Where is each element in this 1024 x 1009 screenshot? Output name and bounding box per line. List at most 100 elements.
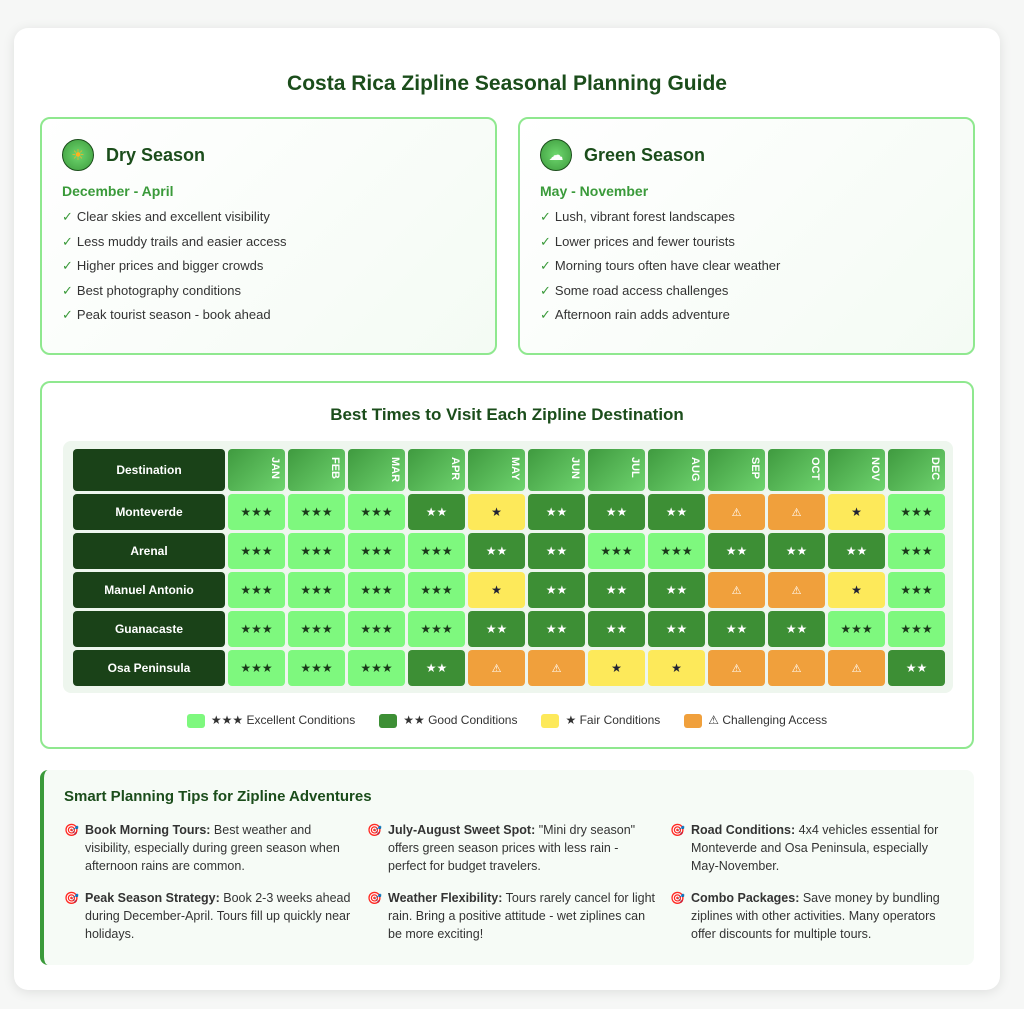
rating-cell: ★★	[648, 611, 705, 647]
destination-header: Destination	[73, 449, 225, 491]
feature-text: Lush, vibrant forest landscapes	[554, 209, 735, 224]
tip-text: Combo Packages: Save money by bundling z…	[691, 889, 946, 943]
rating-cell: ★★★	[228, 494, 285, 530]
season-name: Dry Season	[106, 144, 206, 165]
rating-cell: ★★★	[648, 533, 705, 569]
feature-text: Peak tourist season - book ahead	[76, 307, 271, 322]
target-icon: 🎯	[64, 891, 79, 905]
season-feature: ✓ Peak tourist season - book ahead	[62, 307, 475, 323]
check-icon: ✓	[540, 307, 551, 322]
feature-text: Some road access challenges	[554, 282, 729, 298]
rating-cell: ★★★	[288, 650, 345, 686]
rating-cell: ★	[828, 572, 885, 608]
rating-cell: ★★	[528, 494, 585, 530]
tip-text: Book Morning Tours: Best weather and vis…	[85, 821, 353, 875]
legend: ★★★ Excellent Conditions ★★ Good Conditio…	[42, 713, 972, 728]
rating-cell: ★★	[648, 494, 705, 530]
tip-heading: Weather Flexibility:	[388, 891, 503, 905]
season-feature: ✓ Lush, vibrant forest landscapes	[540, 209, 953, 225]
rating-cell: ★★★	[888, 572, 945, 608]
rating-cell: ★★★	[888, 611, 945, 647]
rating-cell: ★★	[528, 533, 585, 569]
legend-item: ★ Fair Conditions	[541, 713, 660, 728]
rating-cell: ★★	[768, 533, 825, 569]
rating-cell: ★★★	[348, 611, 405, 647]
tip-item: 🎯 Road Conditions: 4x4 vehicles essential…	[670, 821, 960, 875]
legend-item: ★★★ Excellent Conditions	[186, 713, 355, 728]
season-feature: ✓ Best photography conditions	[62, 283, 475, 299]
target-icon: 🎯	[367, 891, 382, 905]
month-header: OCT	[768, 449, 825, 491]
rating-cell: ★★★	[288, 572, 345, 608]
rating-cell: ★★	[468, 611, 525, 647]
destination-name: Manuel Antonio	[73, 572, 225, 608]
feature-text: Lower prices and fewer tourists	[554, 233, 735, 249]
season-feature: ✓ Lower prices and fewer tourists	[540, 234, 953, 250]
rating-cell: ★★	[588, 611, 645, 647]
rating-cell: ★	[648, 650, 705, 686]
legend-label: ⚠ Challenging Access	[708, 713, 828, 727]
rating-cell: ★★	[468, 533, 525, 569]
tip-item: 🎯 Book Morning Tours: Best weather and vi…	[64, 821, 367, 875]
month-header: AUG	[648, 449, 705, 491]
rating-cell: ⚠	[768, 494, 825, 530]
tip-text: Road Conditions: 4x4 vehicles essential …	[691, 821, 946, 875]
rating-cell: ★★	[588, 572, 645, 608]
destination-name: Osa Peninsula	[73, 650, 225, 686]
legend-swatch	[379, 713, 398, 728]
month-header: JUN	[528, 449, 585, 491]
legend-swatch	[541, 713, 560, 728]
rating-cell: ★★★	[348, 572, 405, 608]
tip-item: 🎯 Weather Flexibility: Tours rarely cance…	[367, 889, 670, 943]
tips-section: Smart Planning Tips for Zipline Adventur…	[40, 770, 974, 965]
check-icon: ✓	[540, 233, 551, 249]
month-header: NOV	[828, 449, 885, 491]
check-icon: ✓	[62, 233, 73, 249]
target-icon: 🎯	[64, 823, 79, 837]
destination-name: Monteverde	[73, 494, 225, 530]
rating-cell: ★★	[408, 650, 465, 686]
rating-cell: ⚠	[468, 650, 525, 686]
season-feature: ✓ Less muddy trails and easier access	[62, 234, 475, 250]
tip-item: 🎯 Combo Packages: Save money by bundling …	[670, 889, 960, 943]
rating-cell: ★★	[708, 533, 765, 569]
tip-heading: Combo Packages:	[691, 891, 800, 905]
legend-item: ★★ Good Conditions	[379, 713, 517, 728]
tip-item: 🎯 July-August Sweet Spot: "Mini dry seaso…	[367, 821, 670, 875]
feature-text: Clear skies and excellent visibility	[76, 209, 270, 224]
tip-text: July-August Sweet Spot: "Mini dry season…	[388, 821, 656, 875]
tip-body: Best weather and visibility, especially …	[85, 823, 340, 873]
rating-cell: ★★★	[408, 572, 465, 608]
table-title: Best Times to Visit Each Zipline Destina…	[330, 405, 684, 424]
sun-icon: ☀	[62, 139, 94, 171]
dry-season-card: ☀ Dry Season December - April ✓ Clear skie…	[40, 117, 497, 355]
month-header: SEP	[708, 449, 765, 491]
month-header: APR	[408, 449, 465, 491]
green-season-card: ☁ Green Season May - November ✓ Lush, vibr…	[518, 117, 975, 355]
rating-cell: ★★★	[888, 494, 945, 530]
rating-cell: ★★	[528, 611, 585, 647]
rating-cell: ★★★	[228, 611, 285, 647]
target-icon: 🎯	[670, 891, 685, 905]
season-feature: ✓ Some road access challenges	[540, 283, 953, 299]
rating-cell: ★★	[888, 650, 945, 686]
rating-cell: ★★	[648, 572, 705, 608]
rating-cell: ★★★	[288, 611, 345, 647]
destination-name: Guanacaste	[73, 611, 225, 647]
rating-cell: ⚠	[768, 572, 825, 608]
rating-cell: ★★★	[348, 494, 405, 530]
target-icon: 🎯	[670, 823, 685, 837]
target-icon: 🎯	[367, 823, 382, 837]
rating-cell: ⚠	[828, 650, 885, 686]
rating-cell: ★★	[768, 611, 825, 647]
check-icon: ✓	[62, 209, 73, 224]
rating-cell: ⚠	[708, 650, 765, 686]
legend-label: ★★ Good Conditions	[403, 713, 518, 727]
legend-label: ★ Fair Conditions	[565, 713, 661, 727]
month-header: JUL	[588, 449, 645, 491]
legend-item: ⚠ Challenging Access	[684, 713, 827, 728]
rating-cell: ★★★	[828, 611, 885, 647]
rating-cell: ★	[828, 494, 885, 530]
rating-cell: ★★	[828, 533, 885, 569]
tips-title: Smart Planning Tips for Zipline Adventur…	[64, 788, 372, 805]
